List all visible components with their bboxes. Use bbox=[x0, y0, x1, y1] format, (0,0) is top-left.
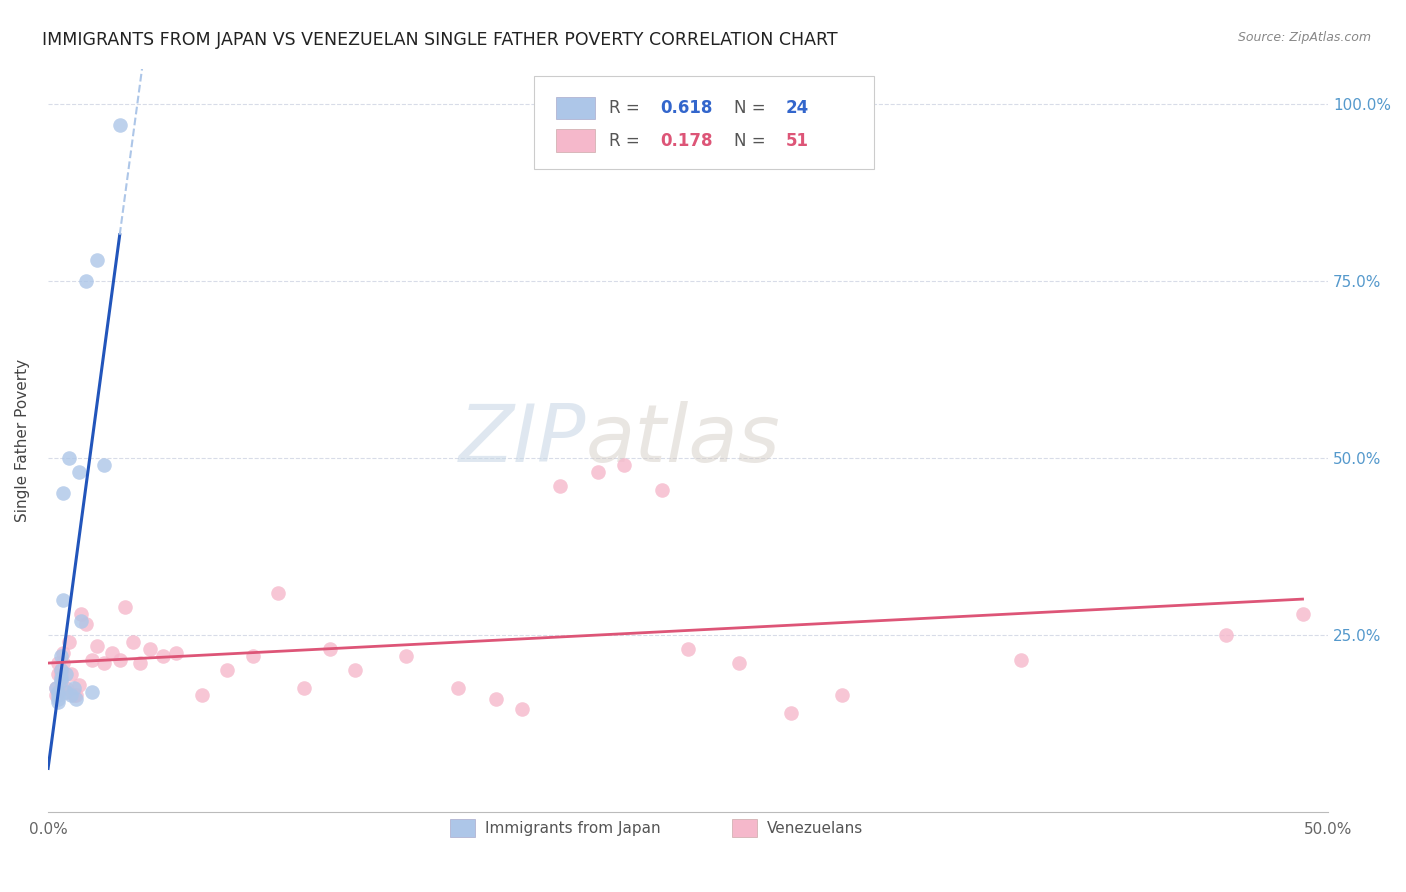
Point bbox=[129, 657, 152, 671]
Point bbox=[217, 664, 239, 678]
Text: 24: 24 bbox=[786, 99, 808, 117]
Point bbox=[70, 614, 93, 628]
FancyBboxPatch shape bbox=[534, 76, 873, 169]
Point bbox=[108, 653, 131, 667]
Point bbox=[242, 649, 264, 664]
Point bbox=[728, 657, 751, 671]
Point bbox=[65, 691, 87, 706]
Point bbox=[49, 664, 72, 678]
Text: IMMIGRANTS FROM JAPAN VS VENEZUELAN SINGLE FATHER POVERTY CORRELATION CHART: IMMIGRANTS FROM JAPAN VS VENEZUELAN SING… bbox=[42, 31, 838, 49]
Point bbox=[52, 646, 75, 660]
Point bbox=[613, 458, 636, 472]
Point bbox=[60, 667, 83, 681]
Point bbox=[65, 688, 87, 702]
Point bbox=[60, 688, 83, 702]
Point bbox=[52, 486, 75, 500]
Point bbox=[45, 681, 67, 696]
Point bbox=[55, 684, 77, 698]
Point bbox=[62, 688, 84, 702]
Point bbox=[121, 635, 143, 649]
Point bbox=[190, 688, 212, 702]
Point bbox=[510, 702, 533, 716]
Point bbox=[318, 642, 340, 657]
Point bbox=[46, 688, 69, 702]
Point bbox=[831, 688, 853, 702]
Text: Venezuelans: Venezuelans bbox=[766, 821, 863, 836]
Text: 0.618: 0.618 bbox=[659, 99, 713, 117]
Point bbox=[548, 479, 571, 493]
Point bbox=[67, 678, 90, 692]
Point bbox=[55, 681, 77, 696]
Point bbox=[344, 664, 367, 678]
Point bbox=[395, 649, 418, 664]
Point bbox=[114, 599, 136, 614]
Point bbox=[80, 684, 103, 698]
Point bbox=[86, 252, 108, 267]
Point bbox=[49, 681, 72, 696]
Point bbox=[49, 671, 72, 685]
Point bbox=[165, 646, 187, 660]
Point bbox=[45, 688, 67, 702]
Point bbox=[46, 657, 69, 671]
Point bbox=[588, 465, 610, 479]
Text: R =: R = bbox=[609, 99, 645, 117]
Bar bbox=[557, 129, 595, 152]
Point bbox=[49, 649, 72, 664]
Point bbox=[80, 653, 103, 667]
Point bbox=[267, 585, 290, 599]
Point bbox=[93, 657, 115, 671]
Point bbox=[485, 691, 508, 706]
Point bbox=[46, 684, 69, 698]
Point bbox=[676, 642, 699, 657]
Point bbox=[108, 118, 131, 132]
Point bbox=[1215, 628, 1237, 642]
Point bbox=[70, 607, 93, 621]
Point bbox=[52, 592, 75, 607]
Text: ZIP: ZIP bbox=[458, 401, 586, 479]
Point bbox=[93, 458, 115, 472]
Point bbox=[292, 681, 315, 696]
Point bbox=[152, 649, 174, 664]
Point bbox=[86, 639, 108, 653]
Point bbox=[779, 706, 801, 720]
Point bbox=[651, 483, 673, 497]
Point bbox=[46, 695, 69, 709]
Point bbox=[447, 681, 470, 696]
Point bbox=[49, 674, 72, 689]
Point bbox=[1291, 607, 1313, 621]
Point bbox=[55, 684, 77, 698]
Text: R =: R = bbox=[609, 132, 645, 150]
Point bbox=[55, 667, 77, 681]
Bar bbox=[557, 96, 595, 120]
Point bbox=[75, 274, 97, 288]
Point bbox=[52, 657, 75, 671]
Point bbox=[101, 646, 124, 660]
Point bbox=[49, 667, 72, 681]
Point bbox=[46, 691, 69, 706]
Point bbox=[139, 642, 162, 657]
Point bbox=[49, 664, 72, 678]
Text: N =: N = bbox=[734, 99, 770, 117]
Point bbox=[58, 635, 80, 649]
Text: N =: N = bbox=[734, 132, 770, 150]
Point bbox=[58, 450, 80, 465]
Point bbox=[75, 617, 97, 632]
Y-axis label: Single Father Poverty: Single Father Poverty bbox=[15, 359, 30, 522]
Point bbox=[67, 465, 90, 479]
Point bbox=[62, 681, 84, 696]
Point bbox=[46, 667, 69, 681]
Text: 0.178: 0.178 bbox=[659, 132, 713, 150]
Text: Source: ZipAtlas.com: Source: ZipAtlas.com bbox=[1237, 31, 1371, 45]
Point bbox=[45, 681, 67, 696]
Point bbox=[1010, 653, 1032, 667]
Text: Immigrants from Japan: Immigrants from Japan bbox=[485, 821, 661, 836]
Text: 51: 51 bbox=[786, 132, 808, 150]
Text: atlas: atlas bbox=[586, 401, 780, 479]
